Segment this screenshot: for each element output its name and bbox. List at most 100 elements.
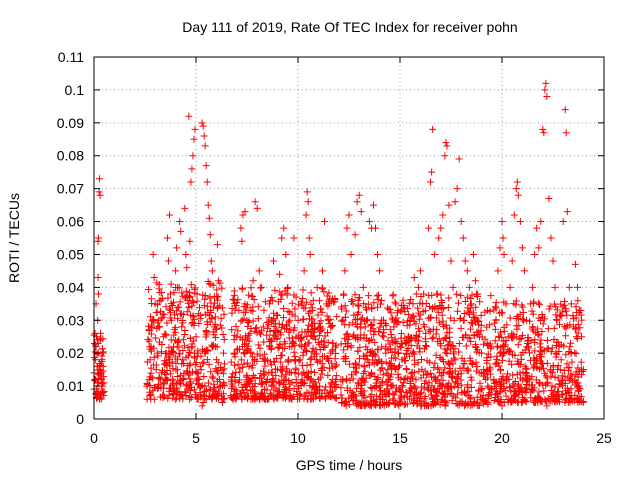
data-point: [196, 362, 204, 370]
data-point: [249, 303, 257, 311]
data-point: [264, 356, 272, 364]
data-point: [143, 380, 151, 388]
data-point: [180, 376, 188, 384]
data-point: [357, 331, 365, 339]
data-point: [435, 309, 443, 317]
data-point: [150, 383, 158, 391]
data-point: [200, 358, 208, 366]
data-point: [348, 393, 356, 401]
data-point: [531, 250, 539, 258]
data-point: [341, 267, 349, 275]
data-point: [572, 303, 580, 311]
data-point: [323, 292, 331, 300]
data-point: [247, 284, 255, 292]
data-point: [363, 317, 371, 325]
data-point: [535, 299, 543, 307]
data-point: [152, 334, 160, 342]
data-point: [152, 361, 160, 369]
data-point: [407, 370, 415, 378]
data-point: [212, 365, 220, 373]
data-point: [273, 326, 281, 334]
data-point: [518, 244, 526, 252]
data-point: [229, 370, 237, 378]
data-point: [566, 343, 574, 351]
data-point: [275, 320, 283, 328]
data-point: [550, 324, 558, 332]
data-point: [546, 302, 554, 310]
data-point: [230, 287, 238, 295]
data-point: [373, 292, 381, 300]
data-point: [198, 345, 206, 353]
data-point: [238, 394, 246, 402]
data-point: [475, 318, 483, 326]
data-point: [414, 283, 422, 291]
data-point: [96, 175, 104, 183]
data-point: [541, 369, 549, 377]
data-point: [561, 305, 569, 313]
data-point: [165, 211, 173, 219]
data-point: [165, 353, 173, 361]
data-point: [554, 374, 562, 382]
data-point: [208, 394, 216, 402]
data-point: [276, 391, 284, 399]
data-point: [477, 327, 485, 335]
data-point: [406, 379, 414, 387]
data-point: [324, 338, 332, 346]
data-point: [523, 343, 531, 351]
data-point: [371, 351, 379, 359]
data-point: [444, 359, 452, 367]
data-point: [144, 322, 152, 330]
data-point: [522, 397, 530, 405]
data-point: [220, 349, 228, 357]
data-point: [433, 314, 441, 322]
data-point: [407, 334, 415, 342]
data-point: [183, 264, 191, 272]
data-point: [214, 303, 222, 311]
data-point: [426, 314, 434, 322]
data-point: [167, 336, 175, 344]
data-point: [457, 218, 465, 226]
data-point: [190, 299, 198, 307]
data-point: [187, 311, 195, 319]
data-point: [216, 279, 224, 287]
data-point: [378, 316, 386, 324]
data-point: [161, 357, 169, 365]
data-point: [182, 389, 190, 397]
data-point: [431, 250, 439, 258]
data-point: [349, 391, 357, 399]
data-point: [538, 360, 546, 368]
data-point: [349, 375, 357, 383]
data-point: [167, 280, 175, 288]
data-point: [187, 281, 195, 289]
data-point: [316, 297, 324, 305]
data-point: [328, 359, 336, 367]
data-point: [341, 302, 349, 310]
data-point: [540, 129, 548, 137]
data-point: [357, 316, 365, 324]
data-point: [239, 342, 247, 350]
data-point: [171, 395, 179, 403]
data-point: [244, 322, 252, 330]
data-point: [99, 348, 107, 356]
data-point: [92, 390, 100, 398]
data-point: [189, 152, 197, 160]
data-point: [394, 318, 402, 326]
data-point: [538, 346, 546, 354]
data-point: [294, 334, 302, 342]
data-point: [181, 204, 189, 212]
data-point: [100, 388, 108, 396]
data-point: [170, 326, 178, 334]
data-point: [169, 390, 177, 398]
data-point: [527, 394, 535, 402]
data-point: [523, 385, 531, 393]
data-point: [237, 224, 245, 232]
data-point: [358, 314, 366, 322]
data-point: [219, 304, 227, 312]
data-point: [567, 375, 575, 383]
data-point: [490, 379, 498, 387]
data-point: [172, 366, 180, 374]
data-point: [422, 338, 430, 346]
data-point: [411, 383, 419, 391]
data-point: [318, 267, 326, 275]
data-point: [510, 211, 518, 219]
